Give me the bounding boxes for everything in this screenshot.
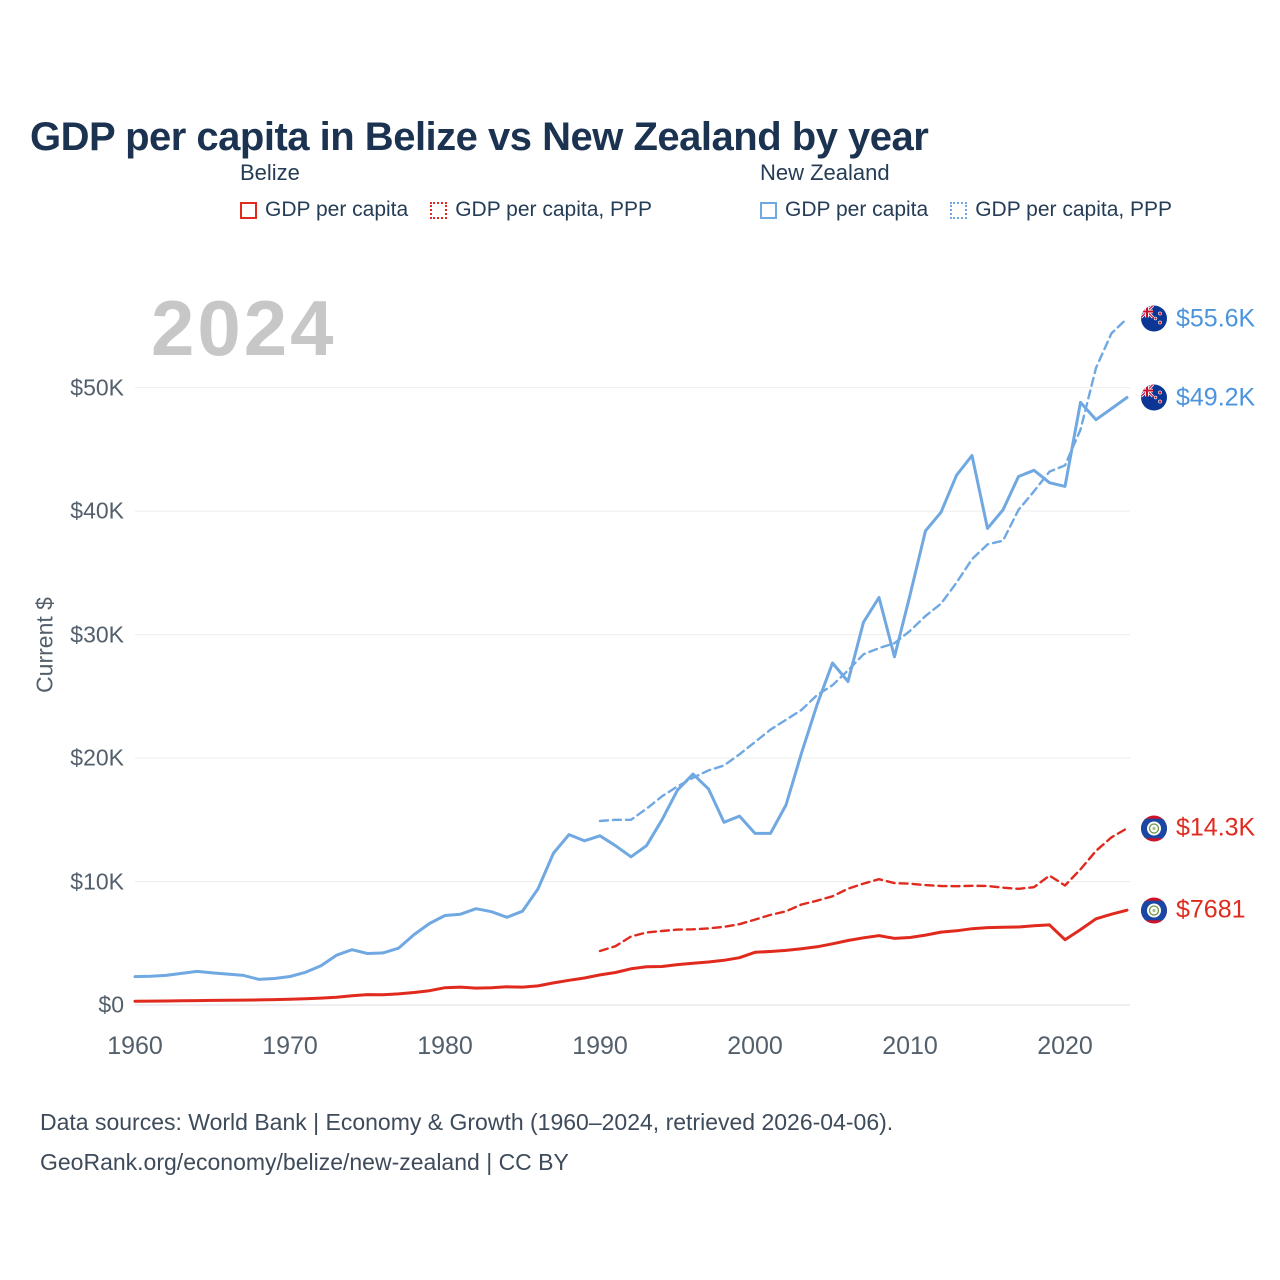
legend-group-new-zealand: New Zealand GDP per capita GDP per capit…	[760, 160, 1172, 222]
legend-swatch-belize-gdp-ppp	[430, 201, 448, 219]
legend-group-title-belize: Belize	[240, 160, 300, 185]
new-zealand-flag-icon	[1141, 384, 1167, 411]
x-axis-tick-labels: 1960 1970 1980 1990 2000 2010 2020	[107, 1032, 1130, 1068]
end-value-nz-ppp: $55.6K	[1176, 304, 1256, 332]
legend-item-nz-gdp[interactable]: GDP per capita	[760, 198, 928, 222]
end-label-belize-ppp: $14.3K	[1141, 814, 1255, 843]
end-label-nz-gdp: $49.2K	[1141, 383, 1255, 412]
legend-item-belize-gdp[interactable]: GDP per capita	[240, 198, 408, 222]
series-line-belize-gdp-per-capita	[133, 908, 1129, 1003]
plot-area	[133, 317, 1130, 1006]
y-axis-tick-labels: $0 $10K $20K $30K $40K $50K	[0, 295, 124, 1017]
y-tick-label: $10K	[70, 868, 124, 895]
belize-flag-icon	[1141, 815, 1167, 842]
x-tick-label: 1970	[262, 1032, 318, 1060]
legend-group-belize: Belize GDP per capita GDP per capita, PP…	[240, 160, 652, 222]
series-line-new-zealand-gdp-per-capita	[133, 396, 1129, 981]
x-tick-label: 1990	[572, 1032, 628, 1060]
legend-label: GDP per capita, PPP	[455, 198, 653, 221]
end-value-nz-gdp: $49.2K	[1176, 383, 1256, 411]
x-tick-label: 1960	[107, 1032, 163, 1060]
page-title: GDP per capita in Belize vs New Zealand …	[30, 114, 929, 159]
x-tick-label: 2020	[1037, 1032, 1093, 1060]
legend-label: GDP per capita, PPP	[975, 198, 1173, 221]
legend-group-title-new-zealand: New Zealand	[760, 160, 890, 185]
legend-label: GDP per capita	[265, 198, 409, 221]
belize-flag-icon	[1141, 897, 1167, 924]
end-label-nz-ppp: $55.6K	[1141, 304, 1255, 333]
new-zealand-flag-icon	[1141, 305, 1167, 332]
legend-item-nz-gdp-ppp[interactable]: GDP per capita, PPP	[950, 198, 1172, 222]
legend-label: GDP per capita	[785, 198, 929, 221]
y-tick-label: $20K	[70, 744, 124, 771]
chart-area: 2024 $55.6K	[133, 289, 1255, 1006]
series-line-belize-gdp-per-capita-ppp	[598, 827, 1129, 953]
legend-swatch-belize-gdp	[240, 201, 257, 219]
footer-attribution: GeoRank.org/economy/belize/new-zealand |…	[40, 1148, 569, 1175]
footer: Data sources: World Bank | Economy & Gro…	[40, 1103, 893, 1182]
end-label-belize-gdp: $7681	[1141, 896, 1246, 925]
y-tick-label: $50K	[70, 374, 124, 401]
x-tick-label: 1980	[417, 1032, 473, 1060]
y-tick-label: $0	[98, 991, 124, 1018]
x-tick-label: 2000	[727, 1032, 783, 1060]
legend-items-belize: GDP per capita GDP per capita, PPP	[240, 198, 652, 222]
y-tick-label: $40K	[70, 497, 124, 524]
end-value-belize-gdp: $7681	[1176, 895, 1246, 924]
end-value-belize-ppp: $14.3K	[1176, 813, 1256, 842]
legend-swatch-nz-gdp	[760, 201, 777, 219]
watermark-year: 2024	[151, 284, 337, 372]
legend-swatch-nz-gdp-ppp	[950, 201, 968, 219]
legend-items-new-zealand: GDP per capita GDP per capita, PPP	[760, 198, 1172, 222]
series-line-new-zealand-gdp-per-capita-ppp	[598, 317, 1129, 823]
legend-item-belize-gdp-ppp[interactable]: GDP per capita, PPP	[430, 198, 652, 222]
y-tick-label: $30K	[70, 621, 124, 648]
footer-data-sources: Data sources: World Bank | Economy & Gro…	[40, 1109, 894, 1135]
x-tick-label: 2010	[882, 1032, 938, 1060]
